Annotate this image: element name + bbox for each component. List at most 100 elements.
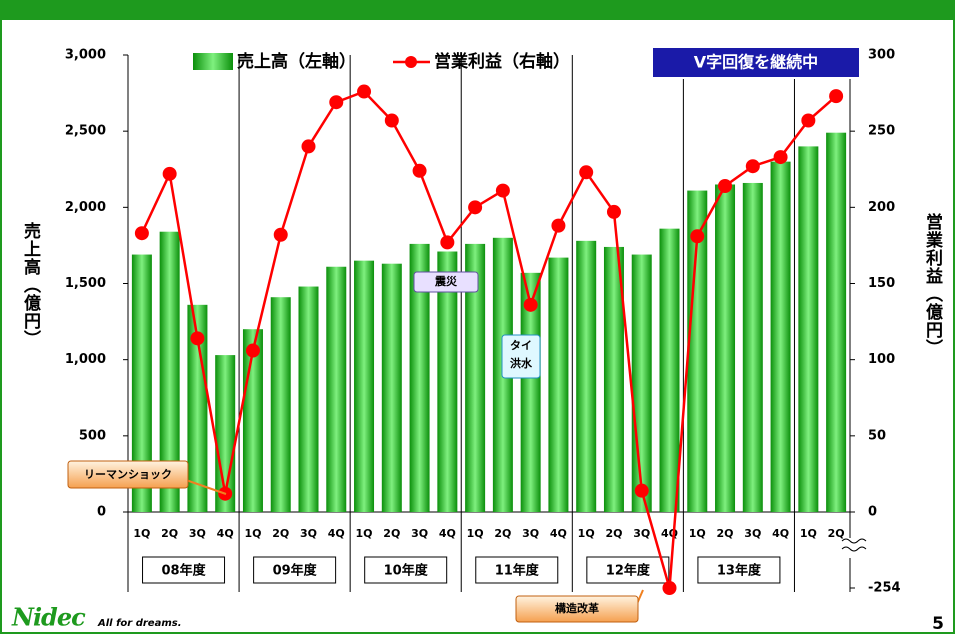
line-marker <box>745 159 760 174</box>
logo: Nidec <box>11 603 86 632</box>
x-tick-label: 4Q <box>550 527 567 540</box>
x-tick-label: 1Q <box>133 527 150 540</box>
line-marker <box>606 204 621 219</box>
line-marker <box>384 113 399 128</box>
line-marker <box>551 218 566 233</box>
x-tick-label: 2Q <box>717 527 734 540</box>
annotation: リーマンショック <box>84 468 172 481</box>
line-marker <box>801 113 816 128</box>
tagline: All for dreams. <box>97 618 182 629</box>
bar <box>520 272 541 512</box>
x-tick-label: 1Q <box>800 527 817 540</box>
y-tick-label: 0 <box>97 505 106 520</box>
y-tick-label: 1,000 <box>65 352 106 367</box>
annotation: V字回復を継続中 <box>694 53 818 72</box>
bar <box>437 251 458 512</box>
line-marker <box>662 581 677 595</box>
bar <box>631 254 652 512</box>
bar <box>548 257 569 512</box>
x-tick-label: 3Q <box>189 527 206 540</box>
y-tick-label: 2,500 <box>65 124 106 139</box>
x-tick-label: 1Q <box>689 527 706 540</box>
bar <box>715 184 736 512</box>
annotation-box <box>501 334 541 379</box>
x-tick-label: 3Q <box>633 527 650 540</box>
x-tick-label: 4Q <box>217 527 234 540</box>
line-marker <box>634 483 649 498</box>
x-tick-label: 3Q <box>411 527 428 540</box>
bar <box>687 190 708 512</box>
x-tick-label: 2Q <box>828 527 845 540</box>
annotation-box <box>413 271 479 293</box>
x-tick-label: 3Q <box>522 527 539 540</box>
line-marker <box>162 166 177 181</box>
bar <box>770 161 791 512</box>
bar <box>826 132 847 512</box>
annotation: 震災 <box>434 275 458 288</box>
bar <box>354 260 375 512</box>
bar <box>270 297 291 512</box>
year-label: 08年度 <box>161 563 206 579</box>
year-box <box>364 556 448 584</box>
y-axis-label: 売上高（億円） <box>20 221 41 348</box>
year-label: 09年度 <box>273 563 318 579</box>
bar <box>298 286 319 512</box>
year-label: 13年度 <box>717 563 762 579</box>
legend-label: 売上高（左軸） <box>237 51 356 72</box>
x-tick-label: 3Q <box>300 527 317 540</box>
annotation-box <box>515 595 639 623</box>
header-bar <box>0 0 955 20</box>
bar <box>576 240 597 512</box>
year-box <box>586 556 670 584</box>
bar <box>409 243 430 513</box>
annotation: 構造改革 <box>555 601 599 615</box>
year-box <box>142 556 226 584</box>
y2-tick-label: 300 <box>868 48 895 63</box>
y2-tick-label: 0 <box>868 505 877 520</box>
line-marker <box>440 235 455 250</box>
year-label: 10年度 <box>384 563 429 579</box>
bar <box>326 266 347 512</box>
page-number: 5 <box>932 614 944 634</box>
axis-break <box>841 538 867 552</box>
y-tick-label: 3,000 <box>65 48 106 63</box>
bar <box>742 182 763 512</box>
x-tick-label: 2Q <box>494 527 511 540</box>
x-tick-label: 3Q <box>744 527 761 540</box>
line-marker <box>495 183 510 198</box>
annotation-wrap: タイ洪水 <box>510 339 532 370</box>
y2-tick-label: 100 <box>868 352 895 367</box>
bar <box>131 254 152 512</box>
line-marker <box>579 165 594 180</box>
x-tick-label: 2Q <box>605 527 622 540</box>
plot: 0 500 1,000 1,500 2,000 2,500 3,000 -254 0 50 100 1… <box>65 48 901 596</box>
annotation-box <box>67 460 189 489</box>
x-tick-label: 1Q <box>578 527 595 540</box>
y2-tick-label: 50 <box>868 428 886 443</box>
callout-line <box>185 479 227 495</box>
x-tick-label: 1Q <box>244 527 261 540</box>
x-tick-label: 4Q <box>439 527 456 540</box>
line-marker <box>523 297 538 312</box>
bar <box>798 146 819 512</box>
line-marker <box>468 200 483 215</box>
bar <box>659 228 680 512</box>
x-tick-label: 2Q <box>272 527 289 540</box>
year-label: 12年度 <box>606 563 651 579</box>
line-marker <box>773 150 788 165</box>
y-tick-label: 500 <box>79 428 106 443</box>
line-marker <box>690 229 705 244</box>
line-marker <box>357 84 372 99</box>
line-marker <box>412 163 427 178</box>
x-tick-label: 4Q <box>328 527 345 540</box>
x-tick-label: 4Q <box>661 527 678 540</box>
annotation: タイ洪水 <box>510 339 532 370</box>
bar <box>187 304 208 512</box>
line-marker <box>718 179 733 194</box>
line-marker <box>134 226 149 241</box>
y-tick-label: 2,000 <box>65 200 106 215</box>
legend-swatch <box>193 53 233 70</box>
highlight-box <box>651 46 861 79</box>
x-tick-label: 2Q <box>161 527 178 540</box>
y2-tick-label: -254 <box>868 581 901 596</box>
